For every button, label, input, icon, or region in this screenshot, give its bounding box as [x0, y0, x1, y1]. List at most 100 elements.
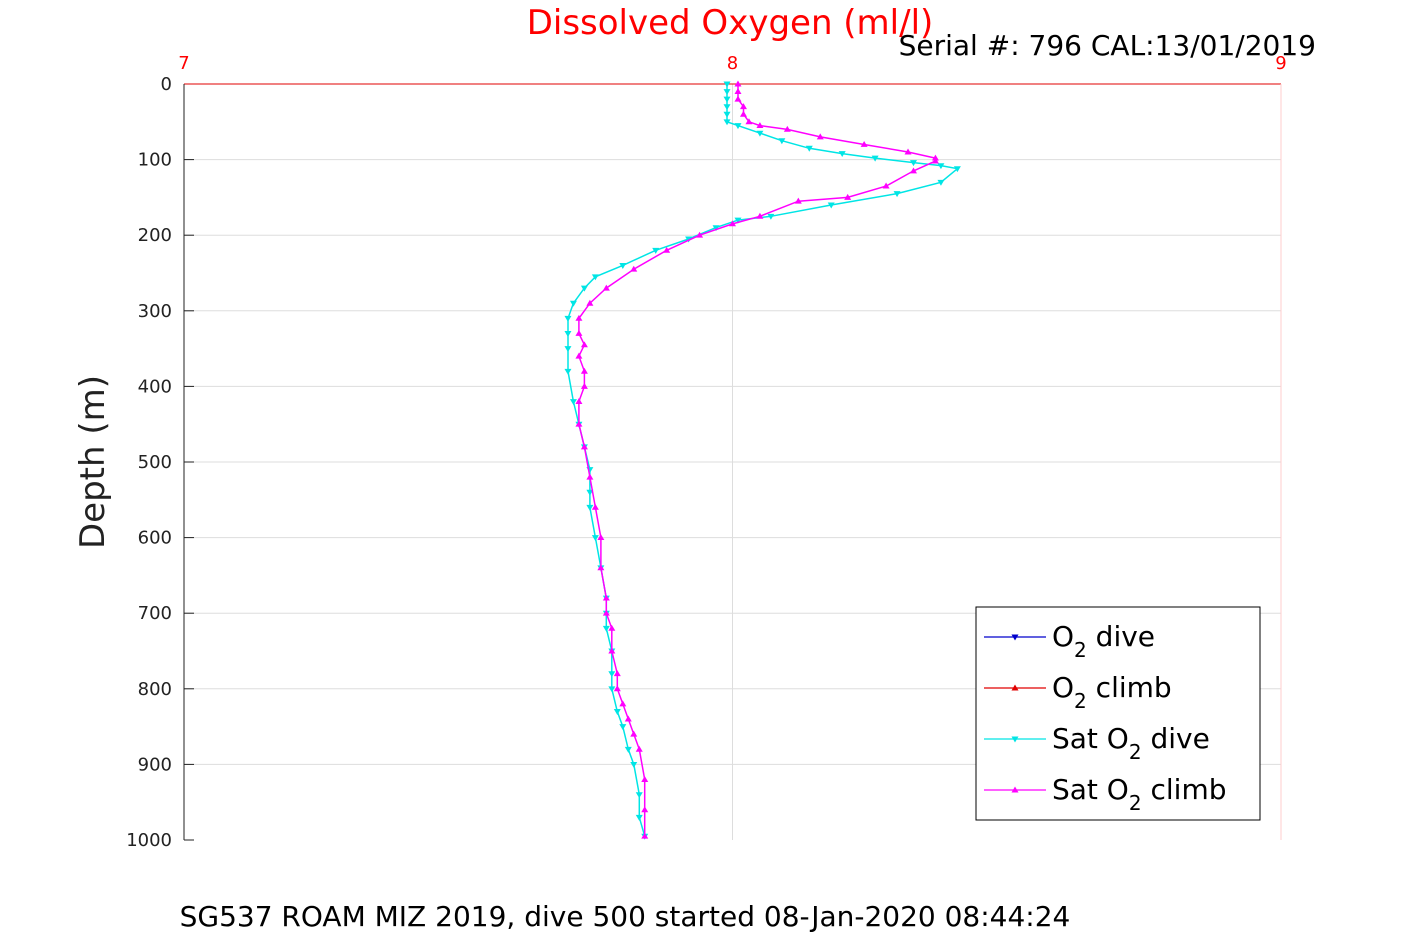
- legend-marker: [1011, 684, 1019, 691]
- data-point: [734, 80, 742, 87]
- data-point: [734, 88, 742, 95]
- data-point: [619, 724, 627, 731]
- data-point: [723, 96, 731, 103]
- data-point: [613, 685, 621, 692]
- data-point: [734, 217, 742, 224]
- data-point: [767, 213, 775, 220]
- data-point: [893, 191, 901, 198]
- data-point: [580, 382, 588, 389]
- data-point: [630, 730, 638, 737]
- data-point: [608, 671, 616, 678]
- data-point: [580, 443, 588, 450]
- data-point: [910, 160, 918, 167]
- legend-item-sat-o2-dive: Sat O2 dive: [984, 722, 1210, 764]
- y-tick-label: 700: [138, 603, 172, 624]
- y-tick-label: 300: [138, 301, 172, 322]
- data-point: [723, 104, 731, 111]
- data-point: [564, 346, 572, 353]
- legend-marker: [1011, 736, 1019, 743]
- series-sat-o2-dive: [564, 81, 961, 840]
- data-point: [723, 119, 731, 126]
- data-point: [635, 814, 643, 821]
- data-point: [663, 246, 671, 253]
- data-point: [591, 535, 599, 542]
- data-point: [871, 155, 879, 162]
- data-point: [575, 352, 583, 359]
- data-point: [756, 122, 764, 129]
- data-point: [641, 832, 649, 839]
- data-point: [569, 300, 577, 307]
- data-point: [778, 138, 786, 145]
- data-point: [641, 776, 649, 782]
- legend-box: [975, 606, 1261, 821]
- data-point: [602, 284, 610, 291]
- data-point: [608, 624, 616, 631]
- data-point: [591, 503, 599, 510]
- x-tick-label: 9: [1275, 53, 1286, 74]
- data-point: [739, 103, 747, 110]
- dive-caption: SG537 ROAM MIZ 2019, dive 500 started 08…: [180, 900, 1071, 933]
- y-tick-label: 200: [138, 225, 172, 246]
- data-point: [575, 420, 583, 427]
- x-tick-label: 8: [727, 53, 738, 74]
- serial-calibration-label: Serial #: 796 CAL:13/01/2019: [899, 29, 1316, 62]
- data-point: [608, 686, 616, 693]
- series-sat-o2-climb: [575, 80, 939, 839]
- data-point: [794, 197, 802, 204]
- data-point: [904, 148, 912, 155]
- data-point: [602, 625, 610, 632]
- legend-label: Sat O2 climb: [1052, 773, 1227, 815]
- y-tick-label: 1000: [126, 830, 172, 851]
- data-point: [597, 534, 605, 541]
- series-line-sat-o2-dive: [567, 84, 960, 837]
- legend-marker: [1011, 786, 1019, 793]
- data-point: [586, 299, 594, 306]
- y-tick-label: 500: [138, 452, 172, 473]
- axes: 7 8 9 0 100 200 300 400 500 600 700 800 900 1000: [126, 53, 1287, 851]
- data-point: [712, 225, 720, 232]
- data-point: [597, 564, 605, 571]
- x-tick-label: 7: [178, 53, 189, 74]
- data-point: [635, 792, 643, 799]
- data-point: [641, 806, 649, 813]
- legend-marker: [1011, 634, 1019, 641]
- data-point: [624, 715, 632, 722]
- data-point: [624, 746, 632, 753]
- data-point: [613, 670, 621, 677]
- y-tick-label: 0: [161, 74, 172, 95]
- data-point: [739, 110, 747, 117]
- data-point: [723, 81, 731, 88]
- y-axis-label: Depth (m): [73, 375, 113, 549]
- data-point: [580, 367, 588, 374]
- data-point: [580, 285, 588, 292]
- data-point: [756, 212, 764, 219]
- y-tick-label: 800: [138, 679, 172, 700]
- data-point: [805, 145, 813, 152]
- data-point: [729, 220, 736, 227]
- data-point: [564, 368, 572, 375]
- data-point: [591, 274, 599, 281]
- data-point: [564, 315, 572, 322]
- series-layer: [564, 80, 961, 840]
- data-point: [575, 398, 583, 404]
- data-point: [953, 166, 961, 173]
- legend: O2 dive O2 climb Sat O2 dive Sat O2 climb: [975, 606, 1261, 821]
- data-point: [745, 118, 753, 125]
- data-point: [635, 745, 643, 752]
- data-point: [613, 709, 621, 715]
- data-point: [608, 647, 616, 654]
- data-point: [910, 167, 918, 174]
- data-point: [619, 262, 627, 269]
- data-point: [575, 329, 583, 336]
- data-point: [569, 399, 577, 406]
- data-point: [696, 231, 704, 238]
- data-point: [586, 489, 594, 496]
- y-tick-label: 900: [138, 754, 172, 775]
- data-point: [783, 125, 791, 132]
- data-point: [734, 95, 742, 102]
- data-point: [844, 193, 852, 200]
- data-point: [931, 157, 939, 164]
- data-point: [756, 130, 764, 137]
- data-point: [602, 594, 610, 601]
- data-point: [602, 609, 610, 616]
